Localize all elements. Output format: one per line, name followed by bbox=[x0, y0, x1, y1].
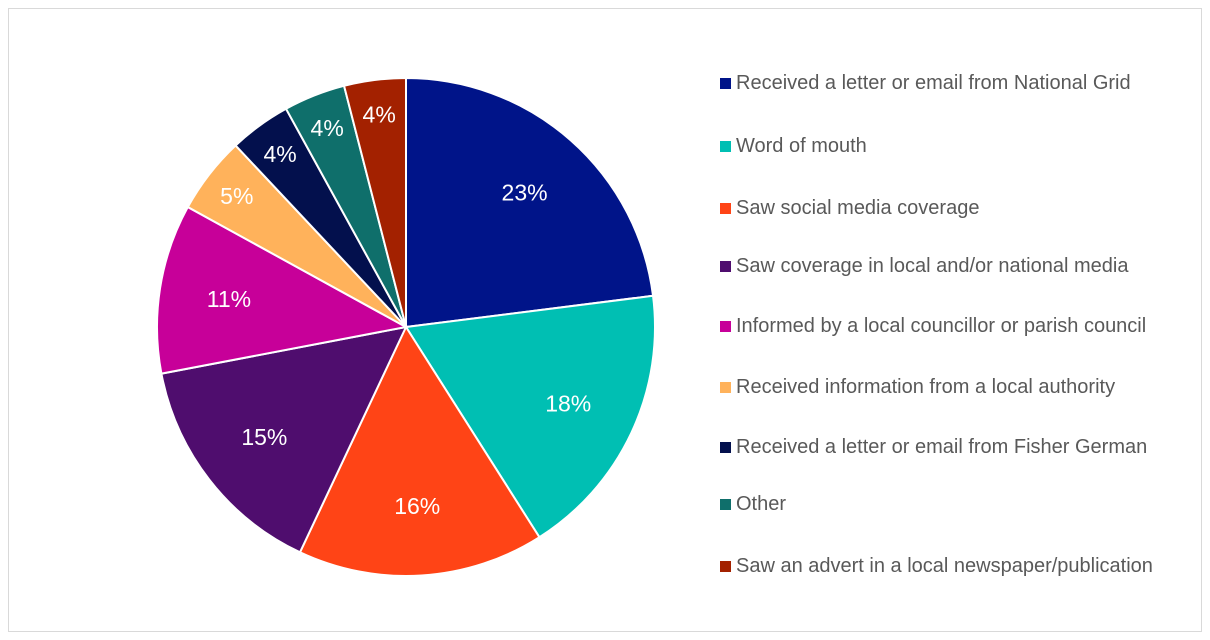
slice-label-national-grid-letter: 23% bbox=[502, 180, 548, 206]
legend-label: Saw social media coverage bbox=[736, 197, 980, 219]
legend-label: Informed by a local councillor or parish… bbox=[736, 315, 1147, 337]
legend-swatch bbox=[720, 442, 731, 453]
legend-item-newspaper-advert: Saw an advert in a local newspaper/publi… bbox=[720, 553, 1195, 579]
pie-slice-word-of-mouth bbox=[404, 294, 656, 539]
slice-label-social-media: 16% bbox=[394, 493, 440, 519]
legend-item-local-authority: Received information from a local author… bbox=[720, 374, 1195, 400]
legend-item-local-national-media: Saw coverage in local and/or national me… bbox=[720, 253, 1195, 279]
legend-swatch bbox=[720, 261, 731, 272]
legend-label: Other bbox=[736, 493, 787, 515]
slice-label-other: 4% bbox=[311, 115, 344, 141]
legend-swatch bbox=[720, 561, 731, 572]
slice-label-newspaper-advert: 4% bbox=[363, 102, 396, 128]
slice-label-local-authority: 5% bbox=[220, 183, 253, 209]
legend-item-councillor: Informed by a local councillor or parish… bbox=[720, 313, 1195, 339]
slice-label-fisher-german-letter: 4% bbox=[264, 141, 297, 167]
legend-label: Saw an advert in a local newspaper/publi… bbox=[736, 555, 1153, 577]
legend-label: Received a letter or email from National… bbox=[736, 72, 1131, 94]
legend-swatch bbox=[720, 78, 731, 89]
pie-slice-social-media bbox=[298, 324, 541, 577]
legend-item-other: Other bbox=[720, 491, 1195, 517]
slice-label-councillor: 11% bbox=[207, 286, 251, 312]
legend-label: Saw coverage in local and/or national me… bbox=[736, 255, 1129, 277]
legend-label: Received information from a local author… bbox=[736, 376, 1116, 398]
slice-label-word-of-mouth: 18% bbox=[545, 390, 591, 416]
pie-slice-local-national-media bbox=[160, 325, 408, 554]
pie-slice-newspaper-advert bbox=[342, 76, 407, 328]
pie-slice-councillor bbox=[156, 205, 409, 375]
legend-swatch bbox=[720, 499, 731, 510]
legend-item-fisher-german-letter: Received a letter or email from Fisher G… bbox=[720, 434, 1195, 460]
legend-item-national-grid-letter: Received a letter or email from National… bbox=[720, 70, 1195, 96]
legend-label: Received a letter or email from Fisher G… bbox=[736, 436, 1148, 458]
legend-swatch bbox=[720, 203, 731, 214]
legend-item-social-media: Saw social media coverage bbox=[720, 195, 1195, 221]
legend-label: Word of mouth bbox=[736, 135, 867, 157]
legend-swatch bbox=[720, 382, 731, 393]
slice-label-local-national-media: 15% bbox=[241, 424, 287, 450]
legend-item-word-of-mouth: Word of mouth bbox=[720, 133, 1195, 159]
legend-swatch bbox=[720, 141, 731, 152]
legend-swatch bbox=[720, 321, 731, 332]
pie-slice-national-grid-letter bbox=[405, 76, 655, 329]
